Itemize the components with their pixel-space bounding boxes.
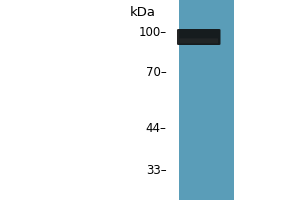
Text: 33–: 33– <box>146 164 166 178</box>
FancyBboxPatch shape <box>179 38 218 43</box>
Text: kDa: kDa <box>130 6 156 20</box>
Bar <box>178 0 234 200</box>
Text: 100–: 100– <box>138 26 167 40</box>
Text: 70–: 70– <box>146 66 166 79</box>
Text: 44–: 44– <box>146 122 167 136</box>
FancyBboxPatch shape <box>177 29 220 45</box>
